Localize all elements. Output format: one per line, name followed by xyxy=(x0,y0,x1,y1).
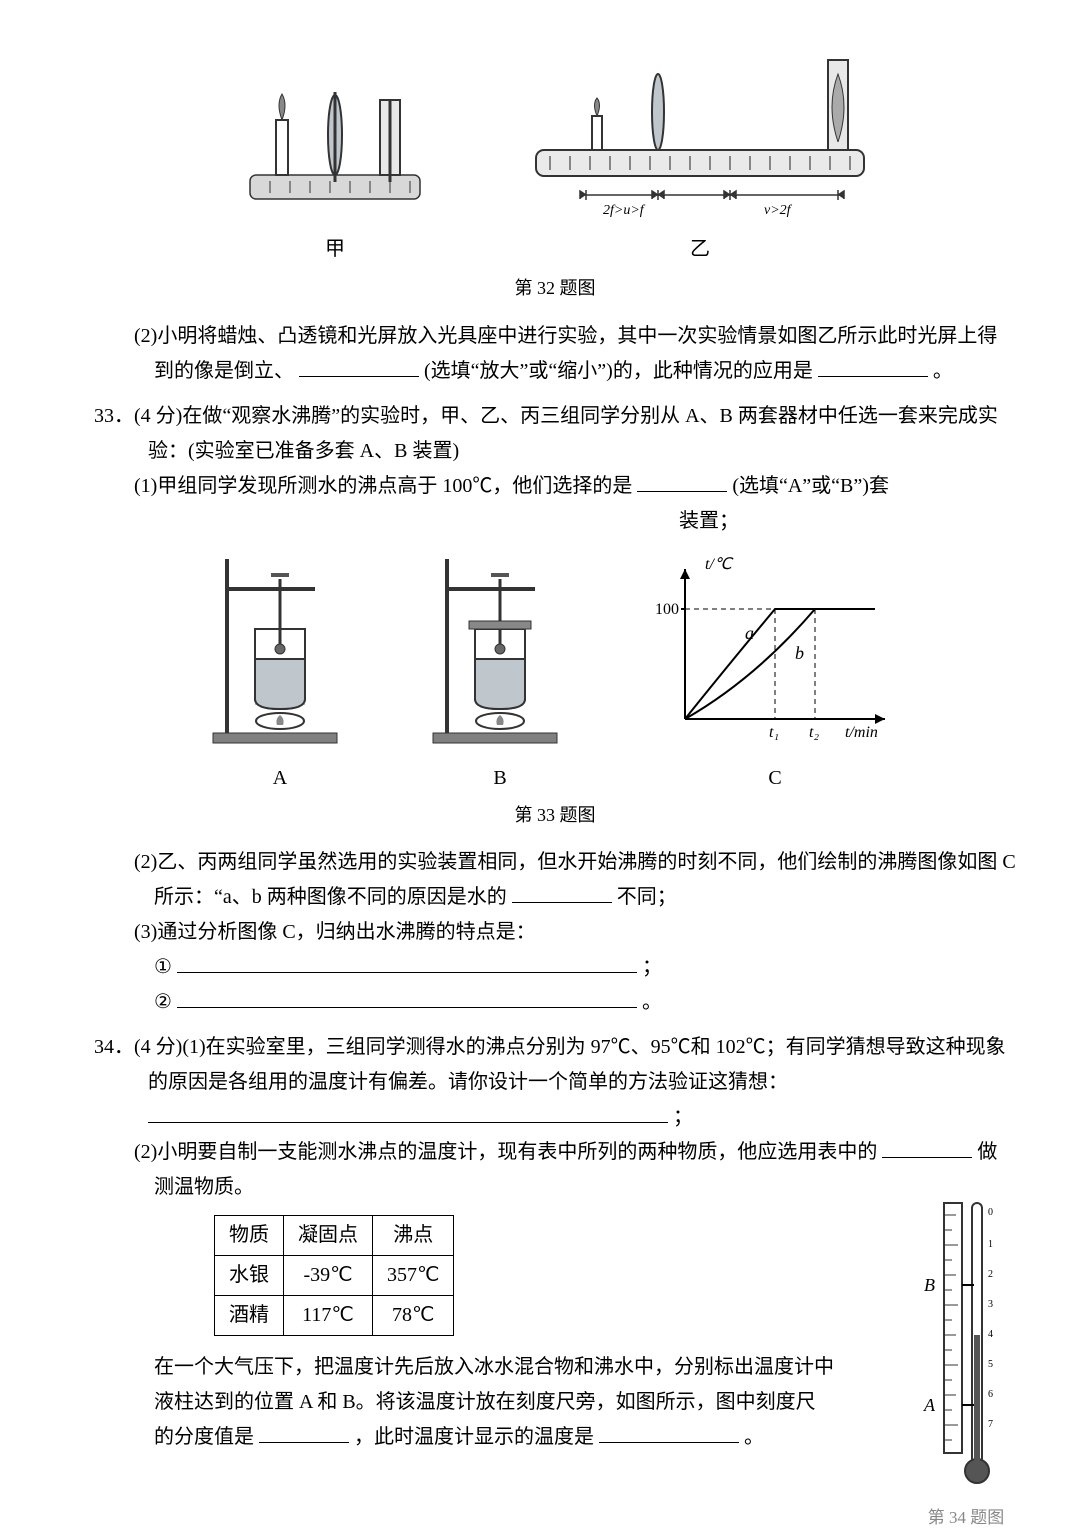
thermo-B: B xyxy=(924,1275,935,1295)
table-cell: 117℃ xyxy=(284,1296,373,1336)
blank-33-1 xyxy=(637,470,727,492)
substance-table: 物质 凝固点 沸点 水银 -39℃ 357℃ 酒精 117℃ 78℃ xyxy=(214,1215,454,1336)
device-a-svg xyxy=(205,549,355,749)
blank-32-1 xyxy=(299,355,419,377)
figure-34-caption: 第 34 题图 xyxy=(896,1503,1036,1533)
figure-32-right-label: 乙 xyxy=(530,232,870,267)
table-cell: 357℃ xyxy=(373,1256,454,1296)
graph-yaxis: t/℃ xyxy=(705,556,734,573)
q34: 34．(4 分)(1)在实验室里，三组同学测得水的沸点分别为 97℃、95℃和 … xyxy=(94,1030,1016,1455)
graph-xaxis: t/min xyxy=(845,724,878,741)
table-row: 物质 凝固点 沸点 xyxy=(215,1216,454,1256)
q33-device-row: A B xyxy=(94,549,1016,796)
figure-32-row: 甲 xyxy=(94,50,1016,267)
device-c-label: C xyxy=(645,761,905,796)
svg-text:5: 5 xyxy=(988,1359,993,1370)
graph-100: 100 xyxy=(655,601,679,618)
q34-semi: ； xyxy=(673,1106,693,1128)
candle-bench-svg xyxy=(240,50,430,220)
blank-34-4 xyxy=(599,1421,739,1443)
figure-32-right: 2f>u>f v>2f 乙 xyxy=(530,50,870,267)
q34-para2-mid: ，此时温度计显示的温度是 xyxy=(354,1426,594,1448)
graph-c-svg: 100 a b t₁ t₂ t/℃ t/min xyxy=(645,549,905,749)
q34-line1: 34．(4 分)(1)在实验室里，三组同学测得水的沸点分别为 97℃、95℃和 … xyxy=(94,1036,1006,1093)
svg-text:1: 1 xyxy=(988,1239,993,1250)
figure-32-left-label: 甲 xyxy=(240,232,430,267)
table-h3: 沸点 xyxy=(373,1216,454,1256)
blank-32-2 xyxy=(818,355,928,377)
blank-33-4 xyxy=(177,986,637,1008)
q33-2-tail: 不同； xyxy=(617,886,677,908)
q32-2: (2)小明将蜡烛、凸透镜和光屏放入光具座中进行实验，其中一次实验情景如图乙所示此… xyxy=(94,319,1016,389)
svg-text:6: 6 xyxy=(988,1389,993,1400)
device-a-label: A xyxy=(205,761,355,796)
thermo-A: A xyxy=(923,1395,936,1415)
q32-2-hint: (选填“放大”或“缩小”)的，此种情况的应用是 xyxy=(424,360,813,382)
figure-32-left: 甲 xyxy=(240,50,430,267)
blank-33-3 xyxy=(177,951,637,973)
q33: 33．(4 分)在做“观察水沸腾”的实验时，甲、乙、丙三组同学分别从 A、B 两… xyxy=(94,399,1016,1021)
graph-t2: t₂ xyxy=(809,724,819,741)
graph-b: b xyxy=(795,643,804,663)
table-row: 酒精 117℃ 78℃ xyxy=(215,1296,454,1336)
figure-33-caption: 第 33 题图 xyxy=(94,800,1016,832)
table-cell: 水银 xyxy=(215,1256,284,1296)
graph-a: a xyxy=(745,623,754,643)
table-cell: 酒精 xyxy=(215,1296,284,1336)
svg-text:7: 7 xyxy=(988,1419,993,1430)
q32-2-period: 。 xyxy=(933,360,953,382)
q34-2-pre: (2)小明要自制一支能测水沸点的温度计，现有表中所列的两种物质，他应选用表中的 xyxy=(134,1141,877,1163)
svg-text:3: 3 xyxy=(988,1299,993,1310)
device-b: B xyxy=(425,549,575,796)
q33-semi: ； xyxy=(642,956,662,978)
q33-1-hint: (选填“A”或“B”)套 xyxy=(732,475,889,497)
blank-33-2 xyxy=(512,881,612,903)
blank-34-1 xyxy=(148,1101,668,1123)
range-label-2: v>2f xyxy=(764,203,793,218)
blank-34-3 xyxy=(259,1421,349,1443)
q33-circ2: ② xyxy=(154,991,172,1013)
thermometer-figure: B A 0 1 2 3 4 5 6 7 第 34 题图 xyxy=(896,1195,1036,1533)
svg-text:0: 0 xyxy=(988,1207,993,1218)
figure-32-caption: 第 32 题图 xyxy=(94,273,1016,305)
q33-line1: 33．(4 分)在做“观察水沸腾”的实验时，甲、乙、丙三组同学分别从 A、B 两… xyxy=(148,399,1016,469)
lens-image-svg: 2f>u>f v>2f xyxy=(530,50,870,220)
graph-t1: t₁ xyxy=(769,724,779,741)
q33-3: (3)通过分析图像 C，归纳出水沸腾的特点是： xyxy=(94,915,1016,950)
q33-1-pre: (1)甲组同学发现所测水的沸点高于 100℃，他们选择的是 xyxy=(134,475,632,497)
q34-para2-end: 。 xyxy=(744,1426,764,1448)
device-b-label: B xyxy=(425,761,575,796)
q33-period2: 。 xyxy=(642,991,662,1013)
svg-text:4: 4 xyxy=(988,1329,993,1340)
thermometer-svg: B A 0 1 2 3 4 5 6 7 xyxy=(906,1195,1026,1485)
table-cell: -39℃ xyxy=(284,1256,373,1296)
q33-circ1: ① xyxy=(154,956,172,978)
device-c: 100 a b t₁ t₂ t/℃ t/min C xyxy=(645,549,905,796)
device-b-svg xyxy=(425,549,575,749)
table-h1: 物质 xyxy=(215,1216,284,1256)
table-h2: 凝固点 xyxy=(284,1216,373,1256)
table-row: 水银 -39℃ 357℃ xyxy=(215,1256,454,1296)
range-label-1: 2f>u>f xyxy=(603,203,646,218)
device-a: A xyxy=(205,549,355,796)
blank-34-2 xyxy=(882,1136,972,1158)
svg-text:2: 2 xyxy=(988,1269,993,1280)
table-cell: 78℃ xyxy=(373,1296,454,1336)
q33-1-tail: 装置； xyxy=(679,510,739,532)
